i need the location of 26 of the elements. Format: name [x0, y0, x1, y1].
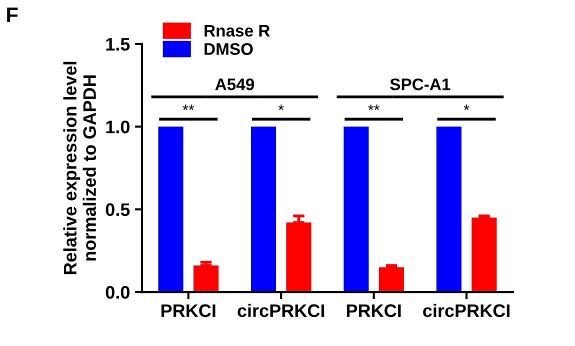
annotation: ** — [368, 104, 380, 110]
y-tick-label: 0.0 — [106, 286, 130, 299]
x-tick-label: PRKCI — [346, 304, 401, 318]
bar — [472, 218, 497, 292]
bar — [286, 222, 312, 292]
annotation: SPC-A1 — [390, 78, 450, 90]
bar — [344, 126, 369, 292]
annotation: * — [278, 104, 284, 110]
bar — [158, 126, 184, 292]
text: F — [7, 8, 18, 22]
y-tick-label: 0.5 — [106, 203, 130, 216]
x-tick-label: circPRKCI — [238, 304, 324, 318]
annotation: ** — [182, 104, 194, 110]
x-tick-label: PRKCI — [162, 304, 216, 318]
legend-label: Rnase R — [204, 25, 270, 37]
y-tick-label: 1.5 — [106, 38, 130, 51]
bar — [193, 266, 219, 292]
bar — [250, 126, 276, 292]
y-tick-label: 1.0 — [106, 120, 130, 134]
legend-label: DMSO — [204, 43, 253, 55]
x-tick-label: circPRKCI — [423, 304, 510, 318]
annotation: A549 — [215, 78, 254, 90]
annotation: * — [464, 104, 470, 110]
bar — [436, 126, 462, 292]
y-axis-title: Relative expression level normalized to GAPDH — [63, 62, 96, 274]
bar — [378, 267, 404, 292]
